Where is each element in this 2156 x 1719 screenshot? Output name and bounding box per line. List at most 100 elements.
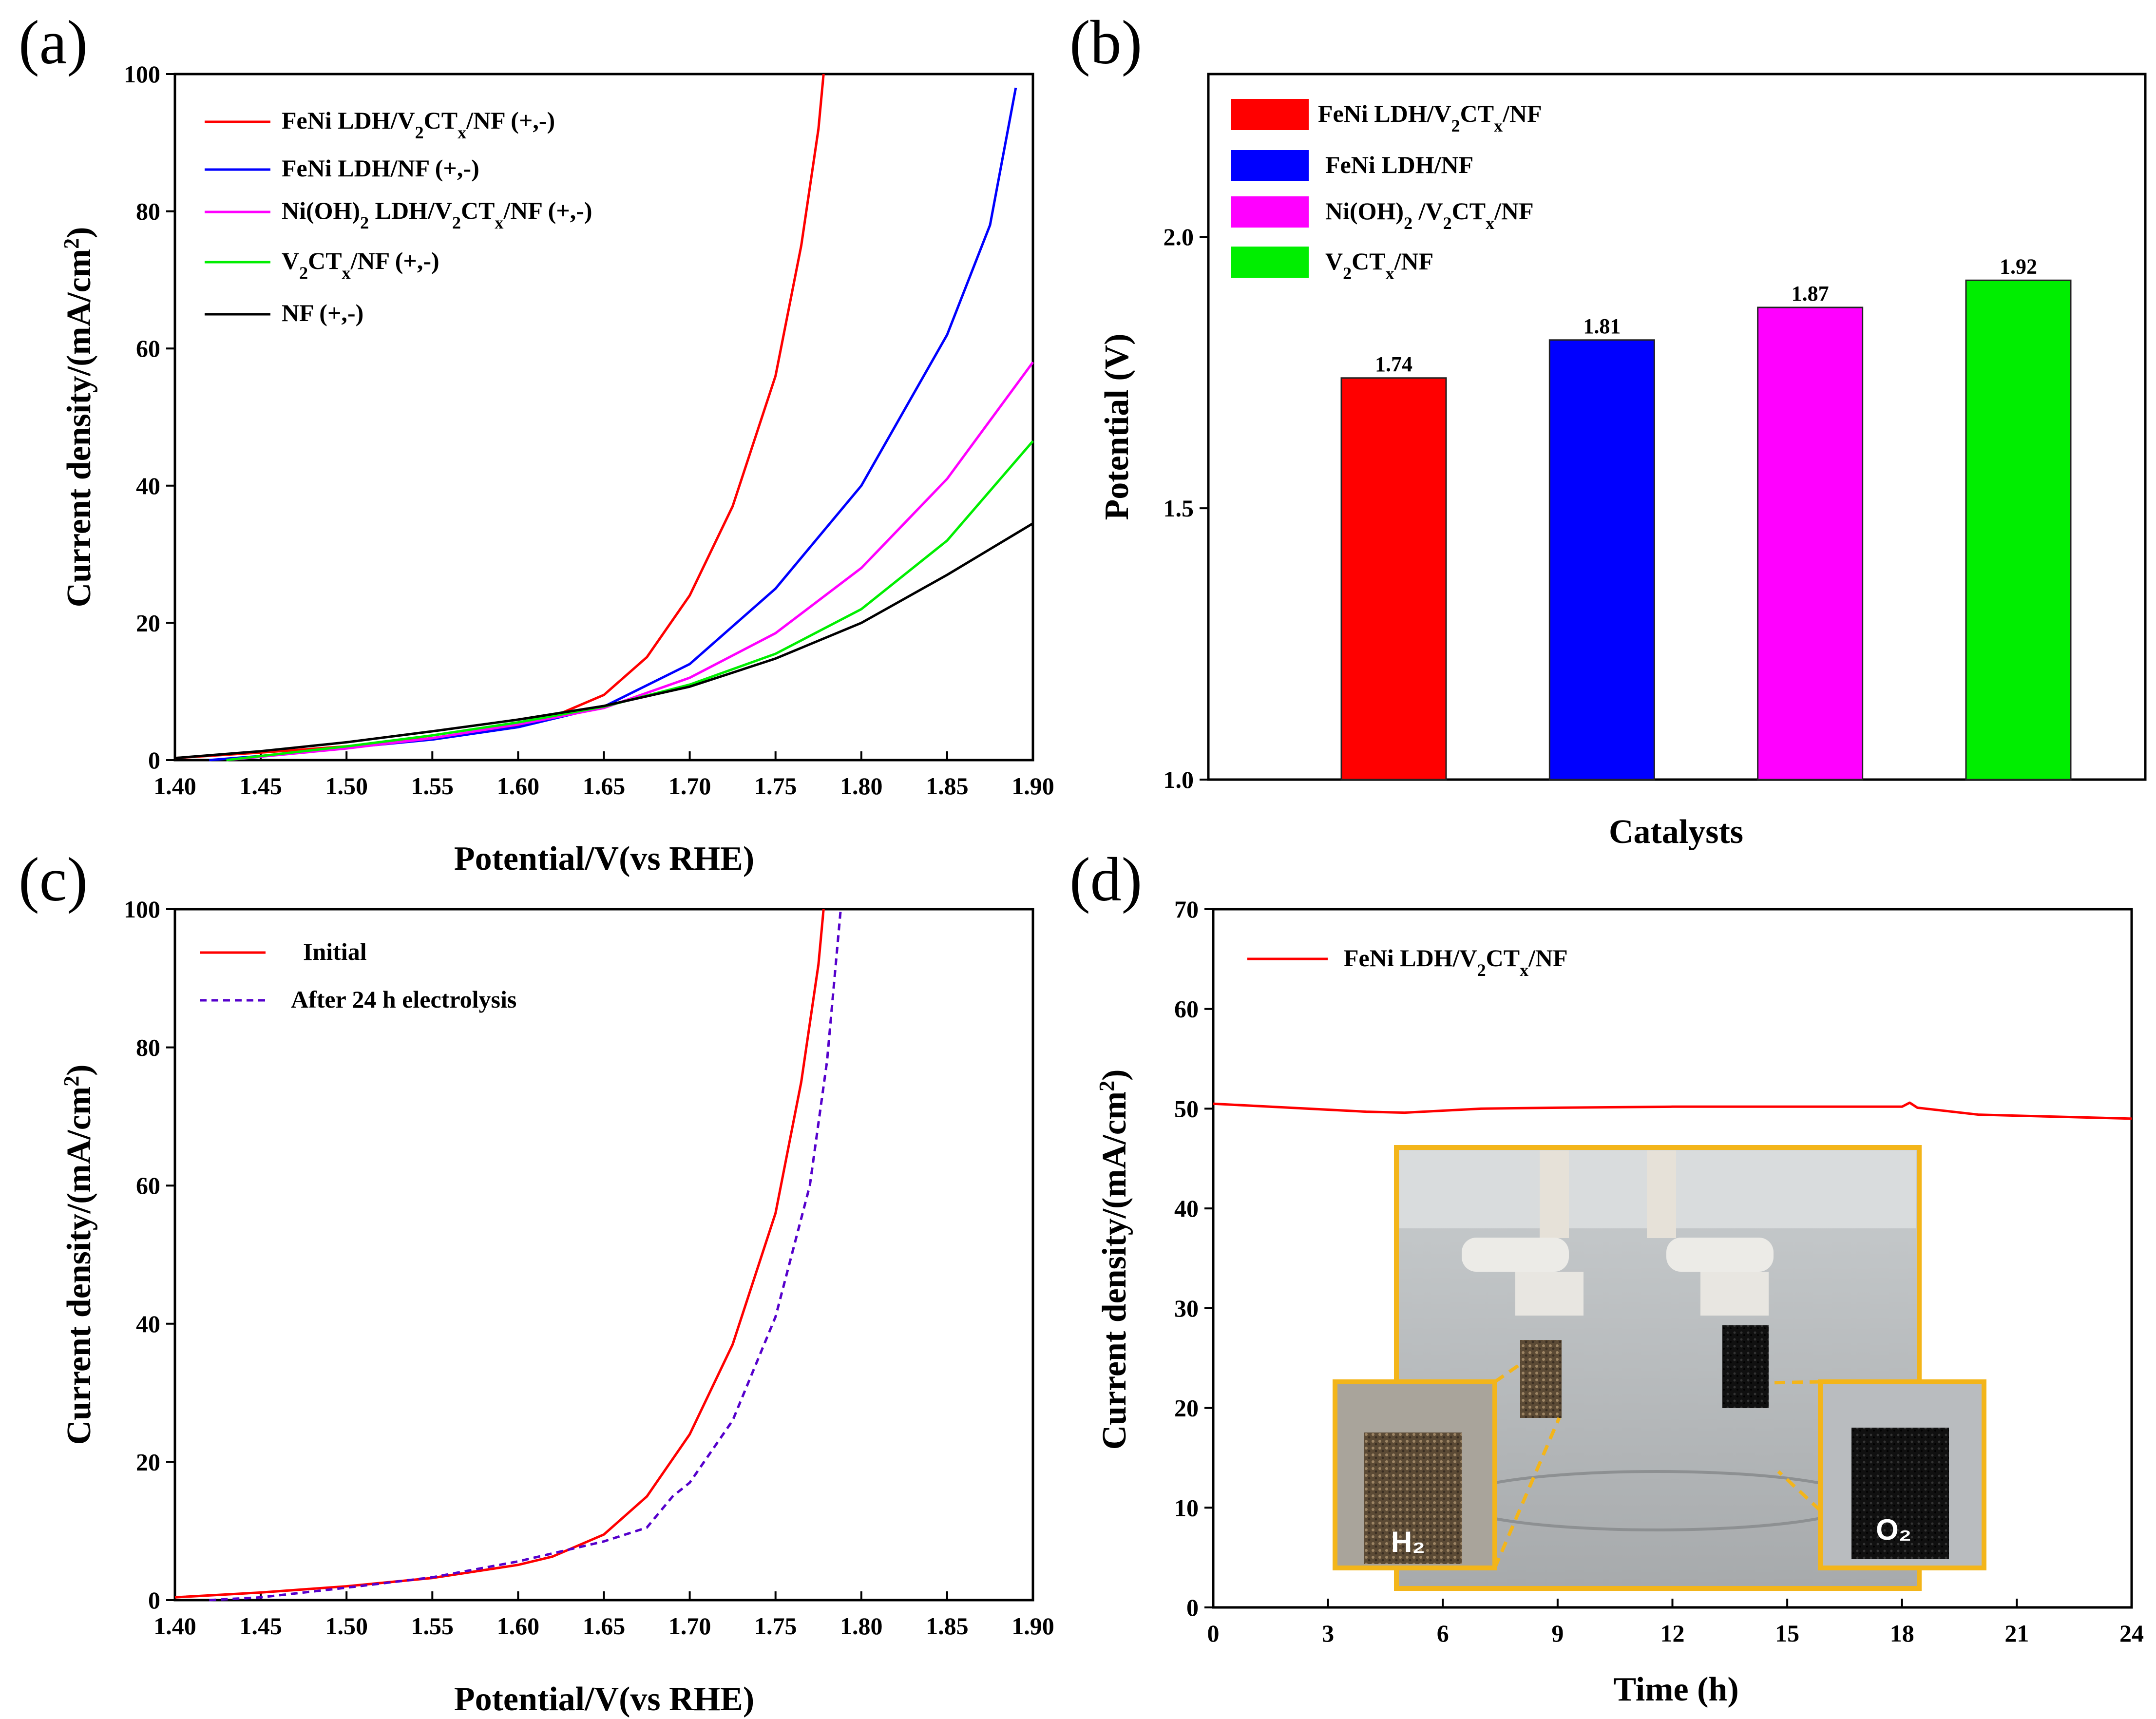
legend-swatch-feni-ldh-v2ctx-nf (1231, 99, 1309, 130)
panel-c-x-axis-title: Potential/V(vs RHE) (454, 1681, 754, 1718)
series-line-3 (226, 440, 1034, 762)
y-tick-label: 0 (148, 1586, 160, 1614)
panel-b-bars: 1.74 1.81 1.87 1.92 (1340, 254, 2072, 781)
series-line-2 (226, 361, 1034, 762)
legend-label-v2ctx-nf: V2CTx/NF (+,-) (282, 247, 439, 283)
series-line-0 (174, 74, 825, 760)
series-line-1 (209, 87, 1017, 762)
panel-a-y-ticks: 0 20 40 60 80 100 (124, 60, 175, 774)
series-line-1 (209, 909, 842, 1602)
panel-d-line-chart: (d) 0 3 6 9 12 15 18 21 24 0 10 20 30 40 50 60 70 Time … (1069, 845, 2144, 1708)
x-tick-label: 1.80 (840, 772, 883, 800)
legend-label-feni-ldh-v2ctx-nf: FeNi LDH/V2CTx/NF (1344, 944, 1568, 980)
panel-b-plot-frame (1207, 73, 2147, 781)
y-tick-label: 100 (124, 60, 160, 88)
legend-swatch-nioh2-v2ctx-nf (1231, 196, 1309, 228)
panel-d-series-lines (1213, 1101, 2132, 1120)
legend-label-nioh2-ldh-v2ctx-nf: Ni(OH)2 LDH/V2CTx/NF (+,-) (282, 197, 592, 232)
bar-value-label-3: 1.92 (2000, 254, 2037, 278)
x-tick-label: 6 (1437, 1620, 1449, 1647)
panel-c-legend: Initial After 24 h electrolysis (200, 938, 516, 1013)
y-tick-label: 20 (136, 1448, 160, 1475)
panel-b-legend: FeNi LDH/V2CTx/NF FeNi LDH/NF Ni(OH)2 /V… (1231, 99, 1542, 283)
panel-c-line-chart: (c) 1.40 1.45 1.50 1.55 1.60 1.65 1.70 1.75 1.80… (19, 845, 1054, 1718)
bar-value-label-0: 1.74 (1375, 352, 1412, 376)
x-tick-label: 1.85 (926, 772, 969, 800)
y-tick-label: 40 (1174, 1195, 1199, 1222)
inset-electrolysis-photo: H₂ O₂ (1333, 1145, 1986, 1591)
panel-a-legend: FeNi LDH/V2CTx/NF (+,-) FeNi LDH/NF (+,-… (205, 107, 592, 326)
electrode-holder-right (1647, 1150, 1676, 1238)
panel-a-y-axis-title: Current density/(mA/cm2) (59, 227, 98, 608)
cathode-foam (1520, 1340, 1562, 1418)
x-tick-label: 1.70 (668, 772, 711, 800)
legend-label-nf: NF (+,-) (282, 299, 363, 326)
x-tick-label: 1.80 (840, 1612, 883, 1640)
x-tick-label: 1.60 (497, 1612, 540, 1640)
legend-label-nioh2-v2ctx-nf: Ni(OH)2 /V2CTx/NF (1325, 197, 1534, 233)
y-tick-label: 50 (1174, 1095, 1199, 1122)
x-tick-label: 15 (1775, 1620, 1799, 1647)
x-tick-label: 12 (1660, 1620, 1685, 1647)
panel-a-x-ticks: 1.40 1.45 1.50 1.55 1.60 1.65 1.70 1.75 1.80 1.85… (153, 751, 1054, 800)
y-tick-label: 40 (136, 1310, 160, 1337)
y-tick-label: 70 (1174, 896, 1199, 923)
y-tick-label: 10 (1174, 1494, 1199, 1521)
y-tick-label: 1.0 (1164, 766, 1194, 793)
legend-label-after-24h: After 24 h electrolysis (291, 986, 516, 1013)
x-tick-label: 1.50 (325, 1612, 368, 1640)
x-tick-label: 0 (1207, 1620, 1220, 1647)
x-tick-label: 24 (2119, 1620, 2144, 1647)
bar-2 (1757, 306, 1864, 781)
legend-swatch-v2ctx-nf (1231, 247, 1309, 278)
electrode-holder-left (1540, 1150, 1569, 1238)
legend-label-v2ctx-nf: V2CTx/NF (1325, 248, 1433, 283)
panel-a-x-axis-title: Potential/V(vs RHE) (454, 840, 754, 878)
x-tick-label: 1.60 (497, 772, 540, 800)
bar-value-label-2: 1.87 (1792, 282, 1829, 306)
y-tick-label: 60 (136, 335, 160, 362)
x-tick-label: 1.55 (411, 1612, 454, 1640)
legend-label-feni-ldh-nf: FeNi LDH/NF (1325, 151, 1473, 178)
y-tick-label: 80 (136, 198, 160, 225)
x-tick-label: 1.55 (411, 772, 454, 800)
x-tick-label: 1.50 (325, 772, 368, 800)
x-tick-label: 1.90 (1011, 772, 1054, 800)
panel-c-series-lines (174, 909, 842, 1602)
anode-foam (1722, 1325, 1769, 1408)
x-tick-label: 1.40 (153, 1612, 196, 1640)
x-tick-label: 1.40 (153, 772, 196, 800)
x-tick-label: 1.90 (1011, 1612, 1054, 1640)
x-tick-label: 1.85 (926, 1612, 969, 1640)
x-tick-label: 3 (1322, 1620, 1334, 1647)
y-tick-label: 0 (148, 746, 160, 774)
panel-b-y-axis-title: Potential (V) (1098, 334, 1136, 520)
y-tick-label: 1.5 (1164, 495, 1194, 522)
panel-c-x-ticks: 1.40 1.45 1.50 1.55 1.60 1.65 1.70 1.75 1.80 1.85… (153, 1591, 1054, 1640)
panel-c-y-axis-title: Current density/(mA/cm2) (59, 1065, 98, 1445)
series-line-0 (1213, 1101, 2132, 1120)
panel-d-legend: FeNi LDH/V2CTx/NF (1247, 944, 1568, 980)
panel-b-bar-chart: (b) 1.0 1.5 2.0 1.74 1.81 1.87 1.92 Catalysts… (1069, 8, 2147, 851)
legend-label-feni-ldh-v2ctx-nf: FeNi LDH/V2CTx/NF (1318, 100, 1542, 135)
panel-d-y-ticks: 0 10 20 30 40 50 60 70 (1174, 896, 1213, 1621)
legend-label-feni-ldh-v2ctx-nf: FeNi LDH/V2CTx/NF (+,-) (282, 107, 555, 142)
panel-b-y-ticks: 1.0 1.5 2.0 (1164, 223, 1208, 793)
x-tick-label: 1.75 (754, 772, 797, 800)
x-tick-label: 21 (2004, 1620, 2029, 1647)
y-tick-label: 2.0 (1164, 223, 1194, 250)
y-tick-label: 60 (1174, 995, 1199, 1023)
panel-c-y-ticks: 0 20 40 60 80 100 (124, 896, 175, 1614)
x-tick-label: 18 (1890, 1620, 1914, 1647)
bar-0 (1340, 377, 1447, 781)
y-tick-label: 0 (1186, 1594, 1199, 1621)
x-tick-label: 1.75 (754, 1612, 797, 1640)
panel-c-label: (c) (19, 845, 88, 914)
x-tick-label: 1.65 (583, 772, 626, 800)
panel-b-x-axis-title: Catalysts (1609, 813, 1743, 851)
panel-d-y-axis-title: Current density/(mA/cm2) (1095, 1070, 1134, 1450)
y-tick-label: 30 (1174, 1295, 1199, 1322)
panel-a-label: (a) (19, 8, 88, 77)
legend-label-initial: Initial (303, 938, 367, 965)
